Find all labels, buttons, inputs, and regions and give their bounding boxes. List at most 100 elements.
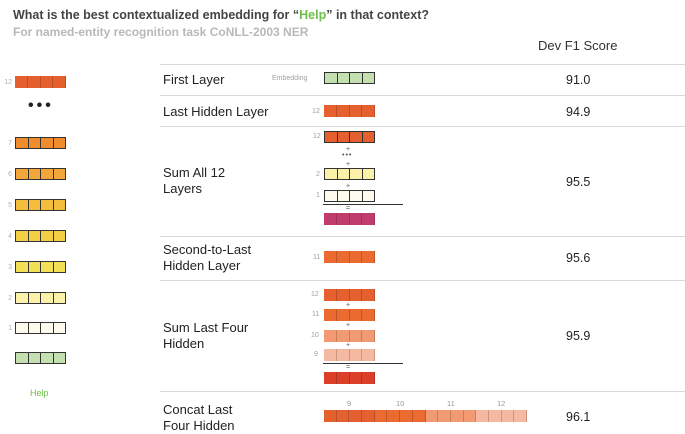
layer-cell xyxy=(28,323,41,333)
layer-cell xyxy=(41,323,54,333)
concat-tick-label: 10 xyxy=(396,399,405,408)
row-divider xyxy=(160,236,685,237)
row-divider xyxy=(160,95,685,96)
plus-sign: + xyxy=(346,183,351,190)
layer-bar-3 xyxy=(15,261,66,273)
layer-cell xyxy=(336,309,350,321)
row-label-sum-last-four: Sum Last Four Hidden xyxy=(163,320,249,351)
page-subtitle: For named-entity recognition task CoNLL-… xyxy=(13,25,309,39)
layer-cell xyxy=(16,231,29,241)
layer-cell xyxy=(325,169,338,179)
layer-cell xyxy=(349,410,363,422)
layer-cell xyxy=(349,251,363,263)
layer-cell xyxy=(324,251,337,263)
sum-ellipsis: ••• xyxy=(342,152,353,159)
layer-cell xyxy=(28,231,41,241)
layer-number-label: 12 xyxy=(4,79,12,86)
layer-cell xyxy=(362,289,375,301)
layer-number-label: 3 xyxy=(8,264,12,271)
layer-bar-9 xyxy=(324,349,375,361)
layer-bar-12 xyxy=(15,76,66,88)
layer-cell xyxy=(53,138,65,148)
layer-cell xyxy=(488,410,502,422)
layer-cell xyxy=(28,169,41,179)
layer-cell xyxy=(349,372,363,384)
layer-number-label: 2 xyxy=(316,171,320,178)
score-first-layer: 91.0 xyxy=(566,73,591,87)
layer-cell xyxy=(16,138,29,148)
layer-bar-11 xyxy=(324,309,375,321)
layer-cell xyxy=(387,410,401,422)
layer-bar-1 xyxy=(15,322,66,334)
layer-cell xyxy=(362,309,375,321)
layer-cell xyxy=(16,169,29,179)
sum-result-bar xyxy=(324,372,375,384)
layer-cell xyxy=(324,410,337,422)
layer-cell xyxy=(362,73,374,83)
layer-cell xyxy=(425,410,439,422)
layer-cell xyxy=(349,330,363,342)
layer-cell xyxy=(53,323,65,333)
layer-cell xyxy=(40,76,54,88)
layer-cell xyxy=(53,353,65,363)
layer-cell xyxy=(41,293,54,303)
equals-sign: = xyxy=(346,364,351,371)
layer-cell xyxy=(28,353,41,363)
layer-bar-7 xyxy=(15,137,66,149)
layer-cell xyxy=(362,191,374,201)
score-concat: 96.1 xyxy=(566,410,591,424)
layer-cell xyxy=(362,251,375,263)
layer-number-label: 11 xyxy=(313,254,321,261)
layer-number-label: 6 xyxy=(8,171,12,178)
equals-sign: = xyxy=(346,205,351,212)
score-sum-last-four: 95.9 xyxy=(566,329,591,343)
layer-bar-2 xyxy=(324,168,375,180)
layer-cell xyxy=(362,372,375,384)
title-post: ” in that context? xyxy=(326,8,430,22)
page-title: What is the best contextualized embeddin… xyxy=(13,8,429,22)
layer-cell xyxy=(28,200,41,210)
layer-cell xyxy=(325,73,338,83)
layer-cell xyxy=(41,138,54,148)
layer-number-label: 12 xyxy=(311,291,319,298)
concat-tick-label: 12 xyxy=(497,399,506,408)
layer-cell xyxy=(27,76,41,88)
row-divider xyxy=(160,64,685,65)
row-divider xyxy=(160,126,685,127)
row-label-sum-all: Sum All 12 Layers xyxy=(163,165,226,196)
layer-number-label: 11 xyxy=(312,311,320,318)
layer-cell xyxy=(450,410,464,422)
layer-cell xyxy=(336,372,350,384)
layer-cell xyxy=(41,262,54,272)
layer-bar-4 xyxy=(15,230,66,242)
layer-cell xyxy=(349,213,363,225)
layer-cell xyxy=(350,191,363,201)
score-second-to-last: 95.6 xyxy=(566,251,591,265)
layer-cell xyxy=(324,349,337,361)
layer-cell xyxy=(412,410,426,422)
score-last-hidden: 94.9 xyxy=(566,105,591,119)
layer-number-label: 7 xyxy=(8,140,12,147)
layer-cell xyxy=(41,169,54,179)
layer-bar-6 xyxy=(15,168,66,180)
score-column-header: Dev F1 Score xyxy=(538,38,618,53)
layer-cell xyxy=(349,349,363,361)
embedding-bar xyxy=(15,352,66,364)
layer-cell xyxy=(53,293,65,303)
layer-cell xyxy=(463,410,477,422)
layer-number-label: 1 xyxy=(316,192,320,199)
layer-number-label: 5 xyxy=(8,202,12,209)
sum-result-bar xyxy=(324,213,375,225)
embedding-label: Embedding xyxy=(272,75,308,82)
layer-cell xyxy=(336,410,350,422)
title-highlight: Help xyxy=(299,8,327,22)
concat-bar xyxy=(324,410,527,422)
layer-cell xyxy=(53,200,65,210)
layer-cell xyxy=(350,73,363,83)
layer-number-label: 12 xyxy=(312,108,320,115)
embedding-bar xyxy=(324,72,375,84)
layer-cell xyxy=(324,309,337,321)
layer-cell xyxy=(324,372,337,384)
layer-cell xyxy=(362,349,375,361)
layer-cell xyxy=(53,262,65,272)
